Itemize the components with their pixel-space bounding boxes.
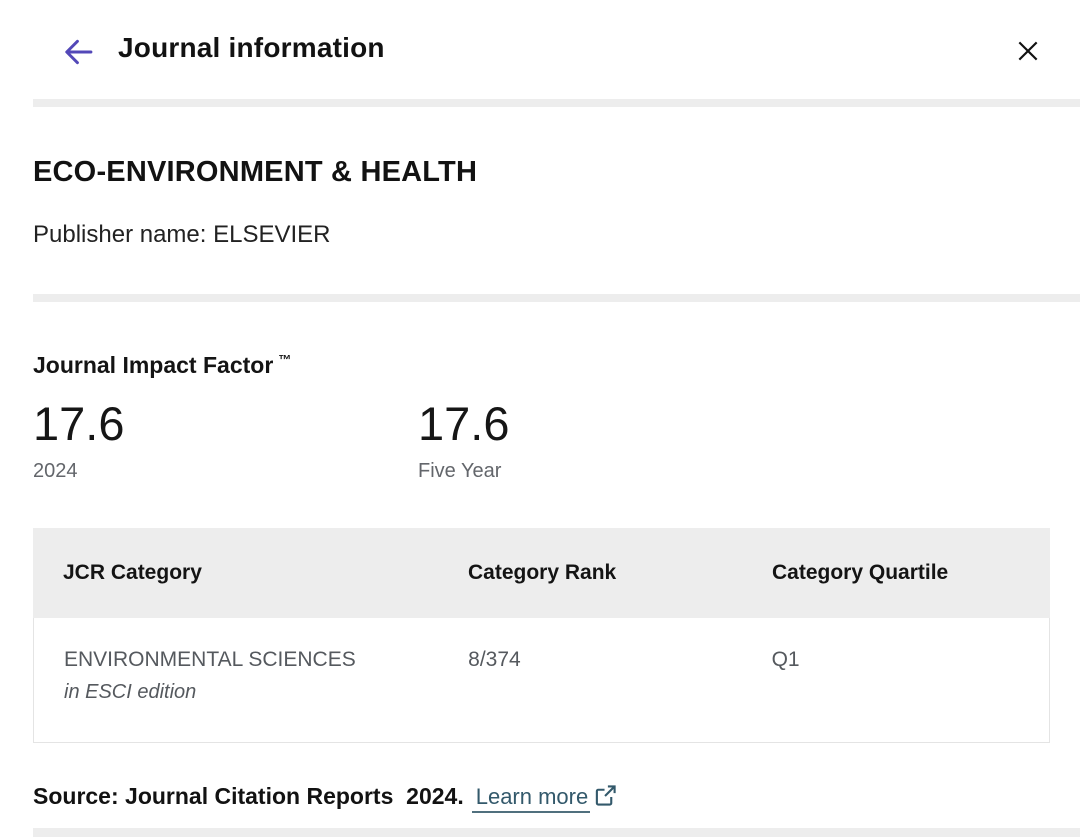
publisher-name: Publisher name: ELSEVIER [33, 221, 331, 248]
cell-category-rank: 8/374 [468, 648, 521, 671]
journal-name: ECO-ENVIRONMENT & HEALTH [33, 156, 478, 188]
jif-metrics: 17.6 2024 17.6 Five Year [33, 398, 803, 483]
page-title: Journal information [118, 32, 385, 63]
trademark-symbol: ™ [278, 352, 292, 367]
jif-label: Five Year [418, 459, 502, 482]
cell-jcr-category: ENVIRONMENTAL SCIENCES in ESCI edition [34, 648, 468, 704]
jcr-category-table: JCR Category Category Rank Category Quar… [33, 528, 1050, 743]
source-line: Source: Journal Citation Reports 2024. Le… [33, 781, 617, 813]
jif-metric-five-year: 17.6 Five Year [418, 398, 803, 483]
jif-label: 2024 [33, 459, 78, 482]
jif-heading-text: Journal Impact Factor [33, 352, 274, 378]
learn-more-label: Learn more [471, 784, 591, 813]
cell-category-quartile: Q1 [771, 648, 800, 671]
divider [33, 828, 1080, 837]
table-header-row: JCR Category Category Rank Category Quar… [33, 528, 1050, 618]
divider [33, 99, 1080, 107]
jif-heading: Journal Impact Factor ™ [33, 352, 291, 379]
table-row: ENVIRONMENTAL SCIENCES in ESCI edition 8… [33, 618, 1050, 743]
close-button[interactable] [1006, 30, 1050, 74]
column-header-jcr-category: JCR Category [63, 561, 202, 584]
external-link-icon [590, 781, 617, 810]
source-text: Source: Journal Citation Reports 2024. [33, 783, 464, 809]
back-button[interactable] [56, 30, 100, 74]
category-edition: in ESCI edition [64, 681, 197, 703]
jif-value: 17.6 [33, 397, 125, 450]
jif-value: 17.6 [418, 397, 510, 450]
column-header-category-quartile: Category Quartile [772, 561, 949, 584]
divider [33, 294, 1080, 302]
jif-metric-current: 17.6 2024 [33, 398, 418, 483]
category-name: ENVIRONMENTAL SCIENCES [64, 648, 356, 671]
column-header-category-rank: Category Rank [468, 561, 617, 584]
arrow-left-icon [60, 39, 96, 73]
learn-more-link[interactable]: Learn more [471, 781, 618, 813]
close-icon [1015, 41, 1041, 67]
